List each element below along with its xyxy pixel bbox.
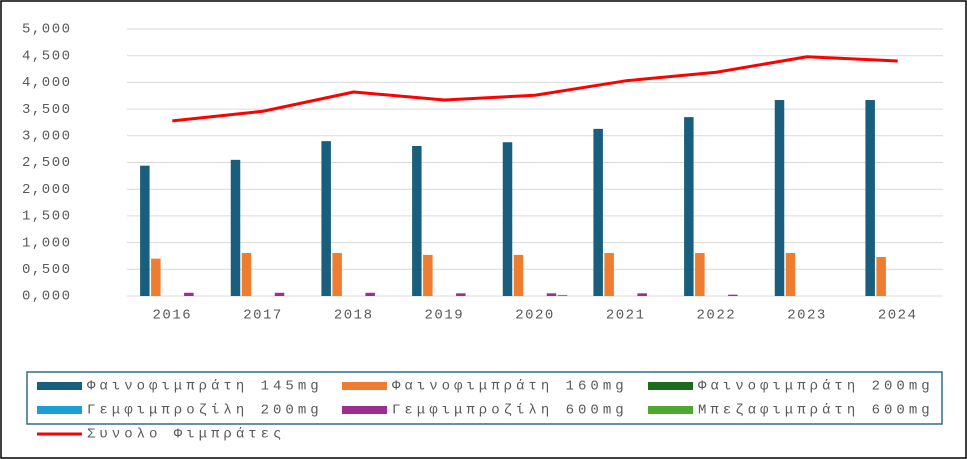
bar	[274, 292, 285, 296]
y-tick-label: 1,500	[22, 209, 72, 225]
y-tick-label: 0,000	[22, 289, 72, 305]
y-tick-label: 0,500	[22, 262, 72, 278]
bar	[423, 254, 433, 296]
x-tick-label: 2020	[515, 308, 555, 324]
legend-label: Συνολο Φιμπράτες	[87, 427, 285, 443]
bar	[695, 253, 705, 296]
y-tick-label: 3,500	[22, 102, 72, 118]
bar	[184, 292, 194, 296]
bar	[456, 293, 466, 296]
bar	[502, 142, 513, 296]
legend-box	[26, 371, 943, 425]
legend-swatch	[37, 382, 82, 390]
bar	[412, 145, 422, 296]
legend-swatch	[648, 382, 693, 390]
x-tick-label: 2018	[334, 308, 374, 324]
legend-swatch	[37, 406, 82, 414]
y-tick-label: 2,000	[22, 182, 72, 198]
legend-label: Μπεζαφιμπράτη 600mg	[698, 403, 934, 419]
y-tick-label: 4,500	[22, 48, 72, 64]
x-tick-label: 2016	[153, 308, 193, 324]
x-tick-label: 2021	[606, 308, 646, 324]
x-tick-label: 2024	[878, 308, 918, 324]
bar	[684, 117, 694, 296]
legend-label: Φαινοφιμπράτη 200mg	[698, 379, 934, 395]
bar	[321, 141, 331, 296]
x-tick-label: 2019	[425, 308, 465, 324]
bar	[865, 100, 875, 296]
x-tick-label: 2017	[243, 308, 283, 324]
bar	[637, 293, 647, 296]
y-tick-label: 1,000	[22, 235, 72, 251]
y-tick-label: 4,000	[22, 75, 72, 91]
legend-swatch	[648, 406, 693, 414]
bar	[140, 165, 150, 296]
bar	[785, 253, 796, 296]
y-tick-label: 2,500	[22, 155, 72, 171]
bar	[513, 254, 524, 296]
bar	[332, 253, 342, 296]
bar	[876, 257, 886, 296]
bar	[728, 294, 738, 296]
legend-label: Γεμφιμπροζίλη 200mg	[87, 403, 323, 419]
x-tick-label: 2023	[787, 308, 827, 324]
bar	[604, 253, 614, 296]
bar	[774, 100, 785, 296]
legend-swatch	[342, 406, 387, 414]
x-tick-label: 2022	[697, 308, 737, 324]
y-tick-label: 5,000	[22, 22, 72, 38]
bar	[365, 292, 375, 296]
legend-label: Γεμφιμπροζίλη 600mg	[392, 403, 628, 419]
bar	[593, 128, 603, 296]
bar	[241, 253, 252, 296]
legend-label: Φαινοφιμπράτη 160mg	[392, 379, 628, 395]
y-tick-label: 3,000	[22, 129, 72, 145]
bar	[151, 258, 161, 296]
legend-swatch	[342, 382, 387, 390]
bar	[230, 159, 241, 296]
bar	[557, 294, 568, 296]
bar	[546, 293, 557, 296]
line	[172, 55, 898, 123]
legend-label: Φαινοφιμπράτη 145mg	[87, 379, 323, 395]
